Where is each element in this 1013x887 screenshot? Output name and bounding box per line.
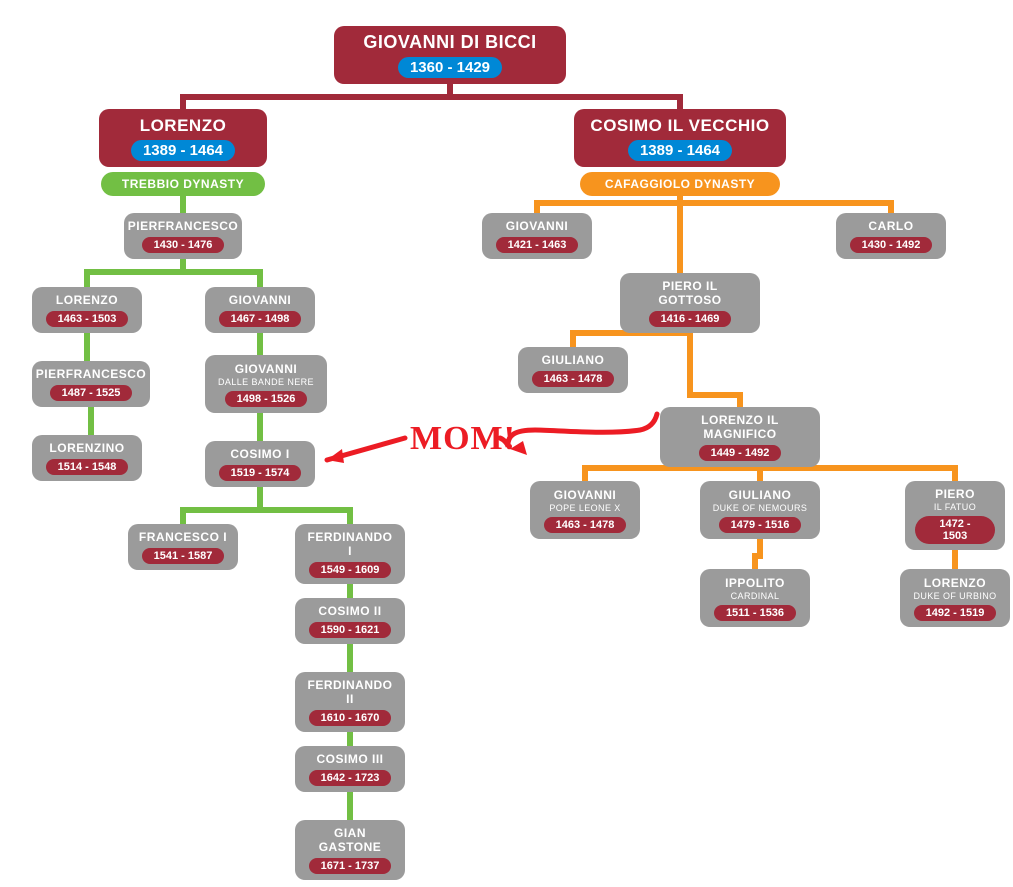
node-c_giov: GIOVANNI 1421 - 1463 [482, 213, 592, 259]
date-pill: 1642 - 1723 [309, 770, 392, 786]
node-cosimo1: COSIMO I 1519 - 1574 [205, 441, 315, 487]
date-pill: 1463 - 1478 [544, 517, 627, 533]
date-pill: 1590 - 1621 [309, 622, 392, 638]
node-name: LORENZO IL MAGNIFICO [670, 413, 810, 441]
node-name: GIOVANNI [554, 488, 616, 502]
node-ferd1: FERDINANDO I 1549 - 1609 [295, 524, 405, 584]
node-c_giul: GIULIANO 1463 - 1478 [518, 347, 628, 393]
date-pill: 1498 - 1526 [225, 391, 308, 407]
date-pill: 1467 - 1498 [219, 311, 302, 327]
node-name: FRANCESCO I [139, 530, 227, 544]
date-pill: 1421 - 1463 [496, 237, 579, 253]
date-pill: 1430 - 1492 [850, 237, 933, 253]
node-name: COSIMO II [318, 604, 381, 618]
node-name: COSIMO IL VECCHIO [590, 116, 769, 136]
node-name: CARLO [868, 219, 913, 233]
node-subtitle: DUKE OF URBINO [913, 591, 996, 601]
date-pill: 1430 - 1476 [142, 237, 225, 253]
node-lorzino: LORENZINO 1514 - 1548 [32, 435, 142, 481]
date-pill: 1463 - 1503 [46, 311, 129, 327]
node-name: GIAN GASTONE [305, 826, 395, 854]
node-lurb: LORENZODUKE OF URBINO 1492 - 1519 [900, 569, 1010, 627]
node-gnem: GIULIANODUKE OF NEMOURS 1479 - 1516 [700, 481, 820, 539]
node-name: FERDINANDO I [305, 530, 395, 558]
node-subtitle: CARDINAL [731, 591, 780, 601]
date-pill: 1463 - 1478 [532, 371, 615, 387]
dynasty-tag-trebbio: TREBBIO DYNASTY [101, 172, 265, 196]
node-c_carlo: CARLO 1430 - 1492 [836, 213, 946, 259]
dynasty-tag-cafagg: CAFAGGIOLO DYNASTY [580, 172, 780, 196]
date-pill: 1549 - 1609 [309, 562, 392, 578]
node-cosimo_v: COSIMO IL VECCHIO 1389 - 1464 [574, 109, 786, 167]
node-name: GIOVANNI DI BICCI [363, 32, 536, 53]
node-name: GIULIANO [542, 353, 605, 367]
date-pill: 1389 - 1464 [628, 140, 732, 161]
node-pf2: PIERFRANCESCO 1487 - 1525 [32, 361, 150, 407]
node-name: LORENZO [140, 116, 227, 136]
node-lor2: LORENZO 1463 - 1503 [32, 287, 142, 333]
node-pf1: PIERFRANCESCO 1430 - 1476 [124, 213, 242, 259]
date-pill: 1541 - 1587 [142, 548, 225, 564]
node-name: PIERFRANCESCO [128, 219, 239, 233]
date-pill: 1416 - 1469 [649, 311, 732, 327]
node-name: GIOVANNI [229, 293, 291, 307]
node-ferd2: FERDINANDO II 1610 - 1670 [295, 672, 405, 732]
node-ippo: IPPOLITOCARDINAL 1511 - 1536 [700, 569, 810, 627]
date-pill: 1479 - 1516 [719, 517, 802, 533]
node-name: IPPOLITO [725, 576, 785, 590]
node-root: GIOVANNI DI BICCI 1360 - 1429 [334, 26, 566, 84]
node-name: LORENZO [56, 293, 118, 307]
node-cosimo3: COSIMO III 1642 - 1723 [295, 746, 405, 792]
date-pill: 1511 - 1536 [714, 605, 796, 621]
date-pill: 1389 - 1464 [131, 140, 235, 161]
node-name: LORENZO [924, 576, 986, 590]
node-subtitle: POPE LEONE X [549, 503, 620, 513]
node-name: COSIMO I [230, 447, 289, 461]
date-pill: 1514 - 1548 [46, 459, 129, 475]
node-subtitle: DUKE OF NEMOURS [713, 503, 808, 513]
node-name: FERDINANDO II [305, 678, 395, 706]
node-gbn: GIOVANNIDALLE BANDE NERE 1498 - 1526 [205, 355, 327, 413]
node-gpope: GIOVANNIPOPE LEONE X 1463 - 1478 [530, 481, 640, 539]
node-giov1: GIOVANNI 1467 - 1498 [205, 287, 315, 333]
node-subtitle: IL FATUO [934, 502, 976, 512]
node-name: GIOVANNI [506, 219, 568, 233]
node-name: COSIMO III [316, 752, 383, 766]
node-gian: GIAN GASTONE 1671 - 1737 [295, 820, 405, 880]
node-name: GIOVANNI [235, 362, 297, 376]
node-name: PIERO [935, 487, 975, 501]
date-pill: 1610 - 1670 [309, 710, 392, 726]
node-subtitle: DALLE BANDE NERE [218, 377, 314, 387]
node-pgott: PIERO IL GOTTOSO 1416 - 1469 [620, 273, 760, 333]
date-pill: 1671 - 1737 [309, 858, 392, 874]
node-name: PIERO IL GOTTOSO [630, 279, 750, 307]
date-pill: 1519 - 1574 [219, 465, 302, 481]
date-pill: 1492 - 1519 [914, 605, 997, 621]
node-cosimo2: COSIMO II 1590 - 1621 [295, 598, 405, 644]
mom-annotation: MOM! [410, 420, 516, 458]
node-name: LORENZINO [49, 441, 124, 455]
date-pill: 1449 - 1492 [699, 445, 782, 461]
node-name: PIERFRANCESCO [36, 367, 147, 381]
date-pill: 1472 - 1503 [915, 516, 995, 544]
node-lorenzo: LORENZO 1389 - 1464 [99, 109, 267, 167]
date-pill: 1487 - 1525 [50, 385, 133, 401]
node-lmagn: LORENZO IL MAGNIFICO 1449 - 1492 [660, 407, 820, 467]
node-franc1: FRANCESCO I 1541 - 1587 [128, 524, 238, 570]
node-piero: PIEROIL FATUO 1472 - 1503 [905, 481, 1005, 550]
date-pill: 1360 - 1429 [398, 57, 502, 78]
node-name: GIULIANO [729, 488, 792, 502]
